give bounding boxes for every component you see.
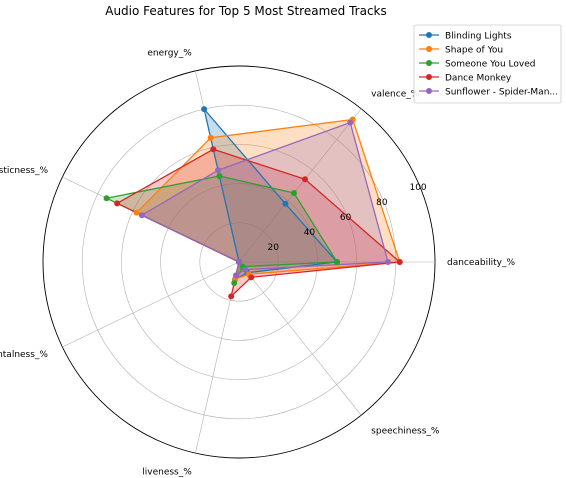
data-point-4-liveness_% [232, 272, 239, 279]
data-point-4-instrumentalness_% [236, 259, 242, 265]
series-areas [106, 109, 400, 297]
spoke-speechiness_% [238, 261, 362, 416]
data-point-4-speechiness_% [242, 266, 249, 273]
axis-label-instrumentalness_%: instrumentalness_% [0, 350, 48, 360]
series-points [103, 106, 403, 300]
spoke-valence_% [238, 108, 362, 263]
spoke-instrumentalness_% [62, 261, 240, 348]
data-point-0-energy_% [201, 106, 208, 113]
legend-label-2: Someone You Loved [445, 60, 535, 70]
legend-marker-1 [426, 46, 432, 52]
legend-label-1: Shape of You [445, 46, 503, 56]
legend-label-4: Sunflower - Spider-Man... [445, 88, 558, 98]
data-point-2-acousticness_% [103, 195, 110, 202]
data-point-3-danceability_% [396, 259, 403, 265]
axis-label-speechiness_%: speechiness_% [371, 427, 440, 437]
chart-title: Audio Features for Top 5 Most Streamed T… [105, 4, 387, 18]
data-point-2-valence_% [290, 190, 297, 197]
data-point-1-acousticness_% [133, 209, 140, 216]
data-point-4-valence_% [347, 119, 354, 126]
legend-marker-2 [426, 60, 432, 66]
axis-label-liveness_%: liveness_% [142, 468, 192, 478]
data-point-1-energy_% [207, 134, 214, 141]
data-point-3-valence_% [301, 176, 308, 183]
legend-label-0: Blinding Lights [445, 32, 512, 42]
axis-label-energy_%: energy_% [147, 48, 192, 58]
legend-label-3: Dance Monkey [445, 74, 512, 84]
data-point-4-acousticness_% [138, 212, 145, 219]
series-area-1 [136, 119, 400, 280]
legend-marker-0 [426, 32, 432, 38]
data-point-3-speechiness_% [248, 274, 255, 281]
series-area-4 [141, 122, 388, 276]
legend-marker-3 [426, 74, 432, 80]
series-area-0 [204, 109, 337, 280]
radial-tick-labels: 20 40 60 80 100 [267, 183, 426, 253]
axis-label-valence_%: valence_% [371, 89, 420, 99]
axis-labels: danceability_% valence_% energy_% acousticn… [0, 48, 516, 477]
r-tick-label-40: 40 [304, 228, 316, 238]
axis-label-danceability_%: danceability_% [447, 258, 516, 268]
data-point-2-danceability_% [334, 259, 340, 265]
data-point-3-energy_% [210, 146, 217, 153]
data-point-2-liveness_% [231, 280, 238, 287]
data-point-2-energy_% [216, 173, 223, 180]
data-point-3-liveness_% [228, 293, 235, 300]
axis-label-acousticness_%: acousticness_% [0, 166, 48, 176]
r-tick-label-80: 80 [376, 198, 388, 208]
legend-box [413, 24, 562, 104]
data-point-0-valence_% [282, 200, 289, 207]
r-tick-label-100: 100 [409, 183, 426, 193]
r-tick-label-60: 60 [340, 213, 352, 223]
series-area-3 [117, 149, 400, 297]
data-point-4-danceability_% [384, 259, 391, 265]
data-point-4-energy_% [215, 167, 222, 174]
legend: Blinding Lights Shape of You Someone You L… [413, 24, 562, 104]
data-point-3-acousticness_% [114, 200, 121, 207]
r-tick-label-20: 20 [267, 243, 279, 253]
legend-marker-4 [426, 88, 432, 94]
